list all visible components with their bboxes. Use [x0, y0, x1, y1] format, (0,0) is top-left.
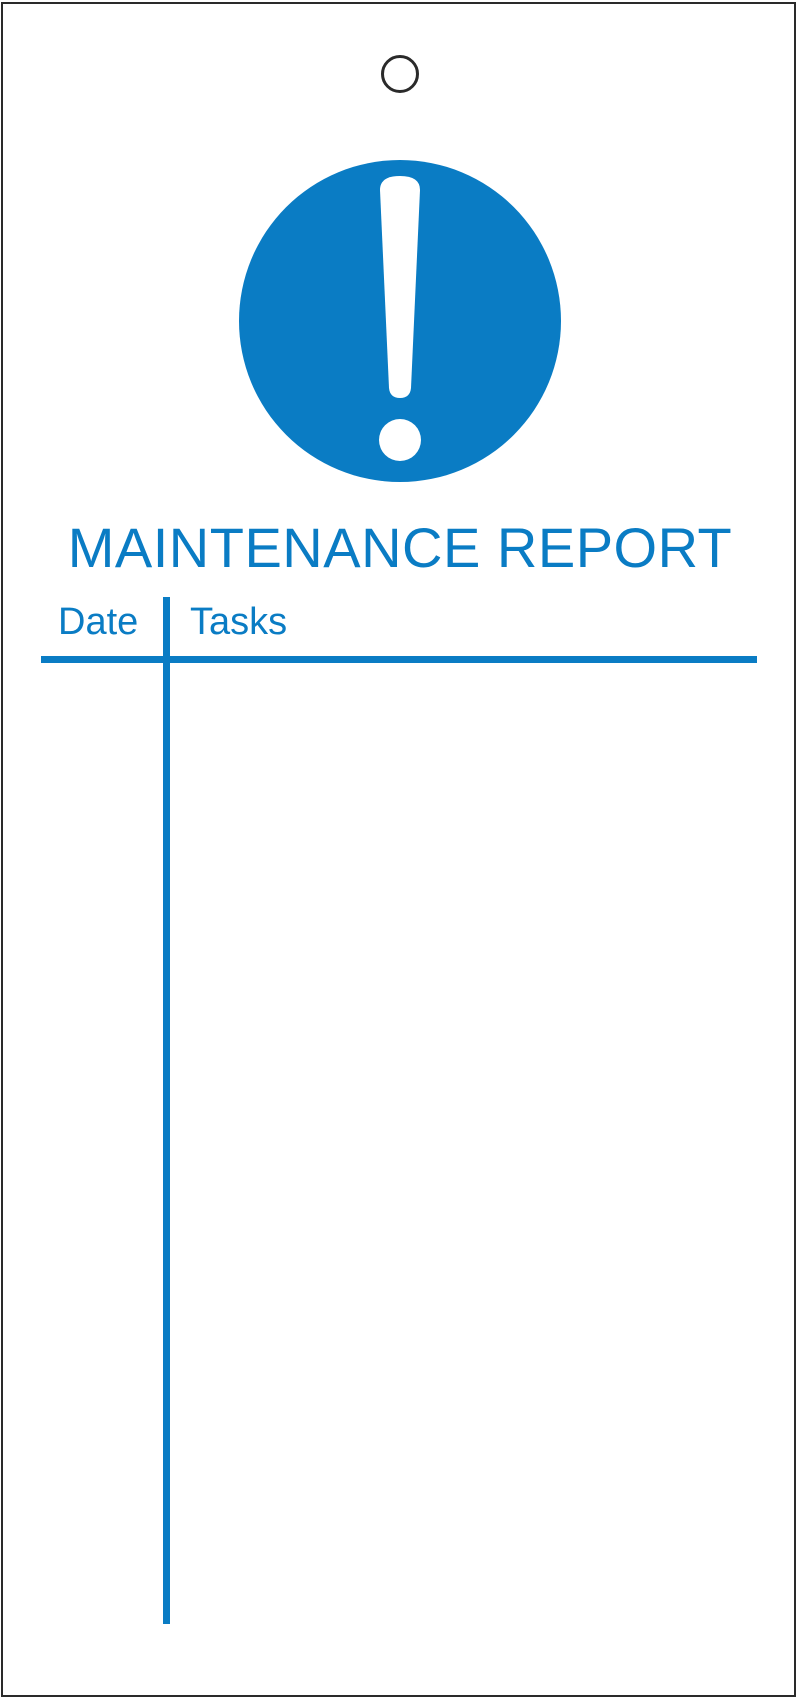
column-divider: [163, 597, 170, 1624]
date-column-header: Date: [58, 601, 139, 643]
report-title: MAINTENANCE REPORT: [67, 516, 733, 579]
header-divider: [41, 656, 757, 663]
exclamation-dot: [379, 419, 421, 461]
exclamation-bar: [380, 176, 420, 398]
hanging-hole: [381, 55, 419, 93]
exclamation-mandatory-icon: [239, 160, 561, 482]
tasks-column-header: Tasks: [190, 601, 288, 643]
